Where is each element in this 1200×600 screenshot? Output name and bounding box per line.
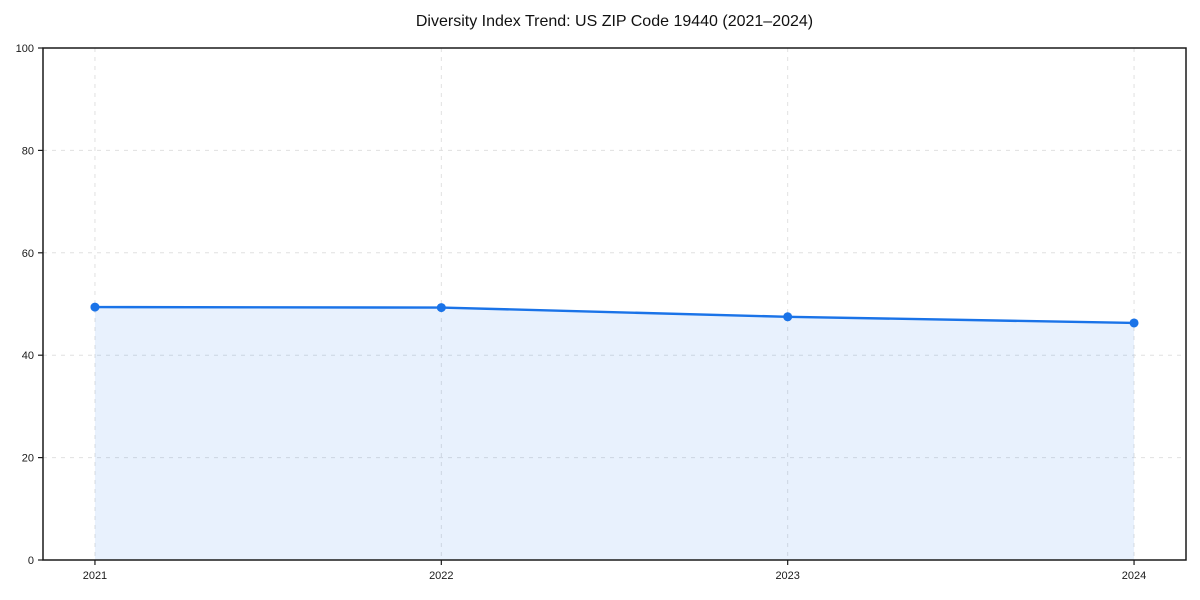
data-point-marker	[1129, 318, 1139, 328]
area-fill	[94, 307, 1135, 560]
axis-ticks: 0 20 40 60 80 100 2021 2022 2023 2024	[16, 43, 1147, 582]
x-tick-label: 2021	[83, 570, 107, 582]
y-tick-label: 100	[16, 43, 34, 55]
y-tick-label: 40	[22, 350, 34, 362]
data-point-marker	[436, 303, 446, 313]
data-point-marker	[90, 302, 100, 312]
x-tick-label: 2023	[775, 570, 799, 582]
chart-title: Diversity Index Trend: US ZIP Code 19440…	[415, 13, 814, 30]
data-point-marker	[783, 312, 793, 322]
x-tick-label: 2024	[1122, 570, 1146, 582]
y-tick-label: 20	[22, 453, 34, 465]
trend-line	[93, 305, 1136, 325]
plot-frame	[42, 47, 1187, 561]
y-tick-label: 60	[22, 248, 34, 260]
y-tick-label: 0	[28, 555, 34, 567]
y-tick-label: 80	[22, 145, 34, 157]
x-tick-label: 2022	[429, 570, 453, 582]
data-points	[90, 302, 1139, 328]
